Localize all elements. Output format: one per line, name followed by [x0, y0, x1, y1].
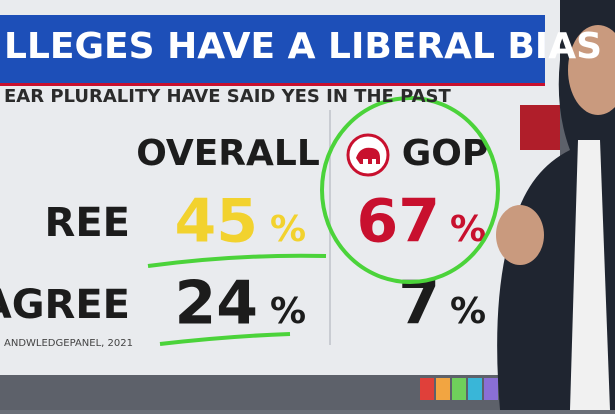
presenter-hand — [496, 205, 544, 265]
column-header: GOP — [402, 133, 489, 174]
cell-value: 45 — [175, 187, 259, 257]
annotation-underline — [147, 253, 327, 268]
headline: LLEGES HAVE A LIBERAL BIAS — [4, 26, 602, 67]
source-note: ANDWLEDGEPANEL, 2021 — [4, 338, 133, 349]
banner-stripe — [0, 83, 545, 86]
cell-unit: % — [270, 291, 306, 332]
subheadline: EAR PLURALITY HAVE SAID YES IN THE PAST — [4, 86, 452, 107]
row-label: AGREE — [0, 282, 130, 328]
cell-value: 67 — [357, 187, 441, 257]
column-header: OVERALL — [136, 133, 320, 174]
presenter-shirt — [570, 140, 610, 410]
presenter-face — [568, 25, 615, 115]
cell-unit: % — [450, 291, 486, 332]
side-tag — [520, 105, 560, 150]
annotation-circle — [320, 96, 500, 284]
row-label: REE — [45, 200, 130, 246]
cell-value: 24 — [175, 269, 259, 339]
headline-banner — [0, 15, 545, 83]
color-strip — [420, 378, 498, 400]
annotation-underline — [159, 332, 291, 346]
cell-unit: % — [270, 209, 306, 250]
elephant-icon — [356, 147, 380, 164]
